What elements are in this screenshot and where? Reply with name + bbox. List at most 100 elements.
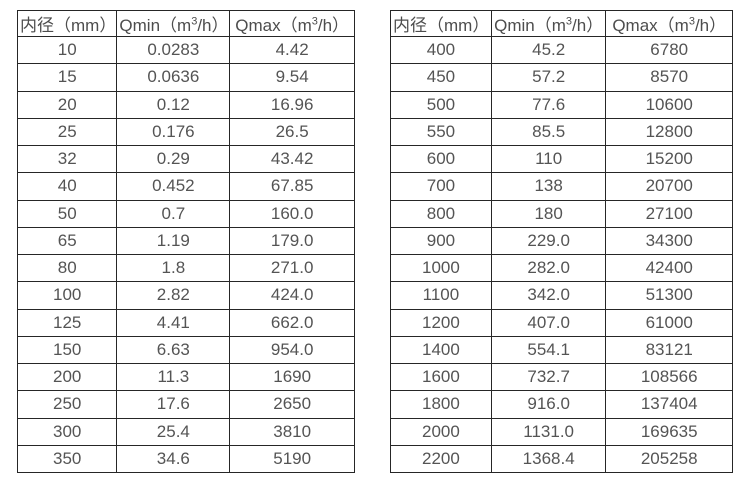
- qmin-cell: 0.176: [116, 117, 231, 147]
- qmin-cell: 554.1: [490, 335, 607, 365]
- diameter-cell: 400: [390, 35, 492, 65]
- superscript: 3: [565, 15, 573, 28]
- table-row: 400 45.2 6780: [390, 35, 733, 65]
- table-row: 10 0.0283 4.42: [16, 35, 355, 65]
- table-row: 700 138 20700: [390, 172, 733, 201]
- table-row: 300 25.4 3810: [16, 417, 355, 446]
- header-row: 内径（mm） Qmin（m3/h） Qmax（m3/h）: [16, 10, 355, 37]
- qmax-cell: 8570: [605, 63, 733, 92]
- header-text: /h）: [694, 16, 727, 35]
- column-header: Qmax（m3/h）: [605, 10, 733, 37]
- qmax-cell: 83121: [605, 335, 733, 365]
- table-row: 32 0.29 43.42: [16, 144, 355, 174]
- qmax-cell: 1690: [229, 362, 355, 392]
- table-row: 125 4.41 662.0: [16, 308, 355, 337]
- qmin-cell: 0.0283: [116, 35, 231, 65]
- diameter-cell: 900: [390, 226, 492, 256]
- header-text: Qmin（m: [119, 16, 192, 35]
- diameter-cell: 65: [16, 226, 118, 256]
- qmin-cell: 17.6: [116, 390, 231, 419]
- qmin-cell: 4.41: [116, 308, 231, 337]
- diameter-cell: 200: [16, 362, 118, 392]
- qmax-cell: 16.96: [229, 90, 355, 119]
- qmin-cell: 25.4: [116, 417, 231, 446]
- superscript: 3: [191, 15, 198, 28]
- qmin-cell: 0.452: [116, 172, 231, 201]
- diameter-cell: 80: [16, 253, 118, 283]
- qmax-cell: 27100: [605, 199, 733, 228]
- diameter-cell: 500: [390, 90, 492, 119]
- qmax-cell: 424.0: [229, 281, 355, 310]
- qmin-cell: 916.0: [490, 390, 607, 419]
- header-text: /h）: [572, 16, 604, 35]
- qmax-cell: 137404: [605, 390, 733, 419]
- table-row: 200 11.3 1690: [16, 362, 355, 392]
- qmin-cell: 1131.0: [490, 417, 607, 446]
- flow-range-table-small-diameters: 内径（mm） Qmin（m3/h） Qmax（m3/h） 10 0.0283 4.42 15…: [16, 10, 355, 474]
- table-row: 2000 1131.0 169635: [390, 417, 733, 446]
- qmin-cell: 282.0: [490, 253, 607, 283]
- diameter-cell: 450: [390, 63, 492, 92]
- diameter-cell: 550: [390, 117, 492, 147]
- qmin-cell: 110: [490, 144, 607, 174]
- qmin-cell: 0.0636: [116, 63, 231, 92]
- qmax-cell: 9.54: [229, 63, 355, 92]
- header-text: 内径（mm）: [20, 16, 117, 35]
- qmin-cell: 0.7: [116, 199, 231, 228]
- diameter-cell: 1600: [390, 362, 492, 392]
- table-row: 800 180 27100: [390, 199, 733, 228]
- qmax-cell: 42400: [605, 253, 733, 283]
- diameter-cell: 100: [16, 281, 118, 310]
- column-header: 内径（mm）: [390, 10, 492, 37]
- table-row: 1400 554.1 83121: [390, 335, 733, 365]
- qmax-cell: 20700: [605, 172, 733, 201]
- qmin-cell: 180: [490, 199, 607, 228]
- qmin-cell: 57.2: [490, 63, 607, 92]
- table-row: 1600 732.7 108566: [390, 362, 733, 392]
- qmin-cell: 342.0: [490, 281, 607, 310]
- table-row: 65 1.19 179.0: [16, 226, 355, 256]
- qmax-cell: 6780: [605, 35, 733, 65]
- qmax-cell: 34300: [605, 226, 733, 256]
- diameter-cell: 50: [16, 199, 118, 228]
- table-row: 450 57.2 8570: [390, 63, 733, 92]
- column-header: Qmax（m3/h）: [229, 10, 355, 37]
- superscript: 3: [688, 15, 695, 28]
- diameter-cell: 32: [16, 144, 118, 174]
- diameter-cell: 350: [16, 444, 118, 474]
- column-header: Qmin（m3/h）: [490, 10, 607, 37]
- superscript: 3: [311, 15, 318, 28]
- table-row: 20 0.12 16.96: [16, 90, 355, 119]
- diameter-cell: 10: [16, 35, 118, 65]
- qmax-cell: 662.0: [229, 308, 355, 337]
- header-text: Qmin（m: [494, 16, 566, 35]
- diameter-cell: 125: [16, 308, 118, 337]
- table-row: 25 0.176 26.5: [16, 117, 355, 147]
- table-row: 500 77.6 10600: [390, 90, 733, 119]
- diameter-cell: 20: [16, 90, 118, 119]
- table-row: 1100 342.0 51300: [390, 281, 733, 310]
- qmin-cell: 77.6: [490, 90, 607, 119]
- diameter-cell: 1200: [390, 308, 492, 337]
- qmax-cell: 271.0: [229, 253, 355, 283]
- qmin-cell: 34.6: [116, 444, 231, 474]
- qmax-cell: 179.0: [229, 226, 355, 256]
- table-row: 100 2.82 424.0: [16, 281, 355, 310]
- qmax-cell: 160.0: [229, 199, 355, 228]
- table-row: 50 0.7 160.0: [16, 199, 355, 228]
- qmax-cell: 67.85: [229, 172, 355, 201]
- header-text: /h）: [317, 16, 350, 35]
- header-row: 内径（mm） Qmin（m3/h） Qmax（m3/h）: [390, 10, 733, 37]
- diameter-cell: 40: [16, 172, 118, 201]
- column-header: 内径（mm）: [16, 10, 118, 37]
- diameter-cell: 1800: [390, 390, 492, 419]
- table-row: 600 110 15200: [390, 144, 733, 174]
- header-text: Qmax（m: [612, 16, 689, 35]
- qmax-cell: 2650: [229, 390, 355, 419]
- diameter-cell: 25: [16, 117, 118, 147]
- diameter-cell: 2200: [390, 444, 492, 474]
- qmax-cell: 10600: [605, 90, 733, 119]
- qmin-cell: 45.2: [490, 35, 607, 65]
- table-row: 550 85.5 12800: [390, 117, 733, 147]
